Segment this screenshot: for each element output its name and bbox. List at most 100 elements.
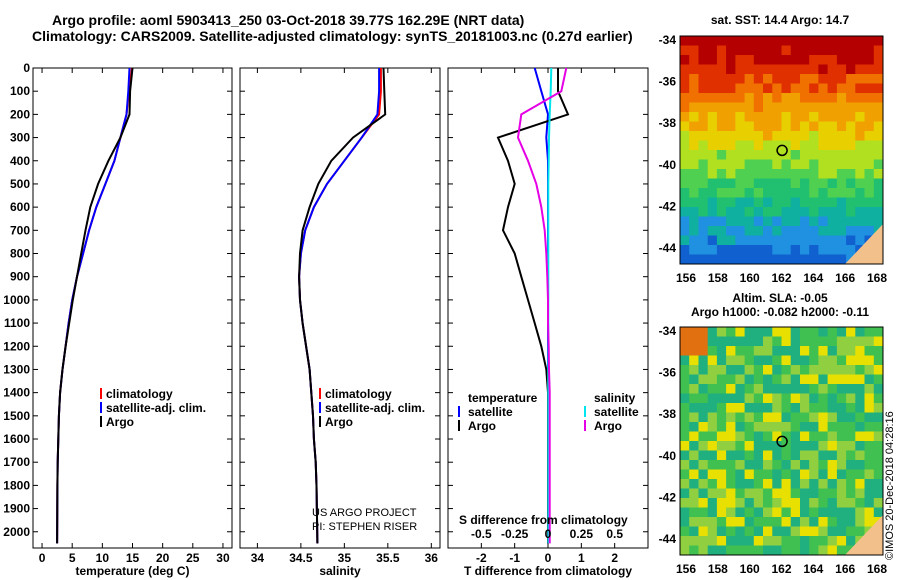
- map-x-tick-label: 166: [835, 562, 855, 576]
- map-cell-sst: [809, 226, 819, 236]
- legend-swatch: [458, 406, 460, 417]
- map-cell-sla: [707, 403, 718, 413]
- map-cell-sla: [846, 355, 856, 366]
- map-cell-sst: [698, 254, 709, 265]
- map-cell-sst: [680, 150, 690, 160]
- map-cell-sst: [864, 45, 875, 56]
- map-cell-sla: [772, 365, 782, 375]
- map-cell-sst: [772, 112, 782, 122]
- map-cell-sla: [873, 412, 884, 423]
- map-cell-sla: [716, 327, 727, 337]
- map-cell-sla: [772, 355, 782, 366]
- depth-tick-label: 400: [10, 154, 30, 168]
- map-cell-sla: [698, 517, 709, 527]
- map-cell-sla: [707, 536, 718, 546]
- map-cell-sst: [707, 245, 718, 255]
- map-cell-sst: [790, 226, 801, 236]
- map-cell-sst: [800, 102, 810, 113]
- map-cell-sla: [689, 346, 699, 356]
- map-cell-sla: [846, 479, 856, 489]
- map-cell-sla: [735, 460, 746, 470]
- map-cell-sst: [698, 83, 709, 94]
- legend-label: satellite: [594, 405, 639, 419]
- map-cell-sla: [716, 536, 727, 546]
- map-cell-sst: [864, 93, 875, 103]
- map-cell-sla: [790, 327, 801, 337]
- argo-position-marker: [776, 435, 788, 448]
- map-cell-sst: [753, 226, 764, 236]
- map-cell-sst: [809, 36, 819, 46]
- map-cell-sst: [800, 140, 810, 151]
- map-cell-sla: [772, 422, 782, 432]
- map-cell-sst: [744, 64, 755, 75]
- map-cell-sla: [809, 441, 819, 451]
- map-cell-sla: [680, 488, 690, 499]
- map-cell-sla: [873, 384, 884, 394]
- map-cell-sla: [781, 412, 792, 423]
- legend-swatch: [319, 416, 321, 427]
- depth-tick-label: 0: [23, 61, 30, 75]
- map-cell-sst: [781, 188, 792, 198]
- map-cell-sla: [763, 545, 773, 556]
- map-cell-sla: [698, 403, 709, 413]
- map-cell-sla: [800, 384, 810, 394]
- map-cell-sst: [846, 55, 856, 65]
- map-cell-sst: [790, 93, 801, 103]
- map-cell-sst: [680, 235, 690, 246]
- map-cell-sst: [735, 83, 746, 94]
- map-cell-sla: [855, 498, 865, 508]
- map-cell-sla: [680, 431, 690, 442]
- depth-tick-label: 1400: [3, 386, 30, 400]
- map-cell-sla: [698, 336, 709, 347]
- map-y-tick-label: -44: [659, 532, 677, 546]
- map-cell-sla: [689, 479, 699, 489]
- map-cell-sla: [707, 488, 718, 499]
- map-cell-sla: [827, 422, 838, 432]
- map-cell-sla: [698, 393, 709, 404]
- map-cell-sst: [735, 64, 746, 75]
- depth-tick-label: 1000: [3, 293, 30, 307]
- map-cell-sla: [800, 479, 810, 489]
- map-cell-sla: [716, 526, 727, 537]
- map-cell-sst: [744, 93, 755, 103]
- map-cell-sst: [698, 36, 709, 46]
- map-cell-sla: [689, 536, 699, 546]
- x-tick-label: 30: [216, 551, 230, 565]
- map-cell-sst: [836, 178, 847, 189]
- map-cell-sla: [744, 441, 755, 451]
- map-cell-sla: [772, 431, 782, 442]
- map-cell-sla: [744, 431, 755, 442]
- map-y-tick-label: -34: [659, 324, 677, 338]
- map-cell-sla: [707, 336, 718, 347]
- map-cell-sla: [680, 384, 690, 394]
- project-annotation: PI: STEPHEN RISER: [312, 521, 417, 533]
- map-cell-sla: [818, 384, 829, 394]
- map-cell-sla: [698, 526, 709, 537]
- map-cell-sla: [744, 412, 755, 423]
- map-cell-sla: [680, 441, 690, 451]
- map-cell-sst: [735, 207, 746, 217]
- map-cell-sla: [744, 384, 755, 394]
- map-cell-sst: [790, 83, 801, 94]
- map-cell-sla: [855, 526, 865, 537]
- map-cell-sst: [707, 216, 718, 227]
- map-cell-sst: [716, 226, 727, 236]
- map-y-tick-label: -34: [659, 33, 677, 47]
- map-cell-sla: [836, 517, 847, 527]
- map-cell-sst: [781, 226, 792, 236]
- map-cell-sla: [707, 545, 718, 556]
- map-cell-sst: [800, 36, 810, 46]
- map-x-tick-label: 164: [803, 562, 823, 576]
- map-cell-sst: [846, 83, 856, 94]
- map-cell-sla: [781, 479, 792, 489]
- depth-tick-label: 800: [10, 247, 30, 261]
- map-cell-sla: [698, 460, 709, 470]
- map-cell-sst: [689, 254, 699, 265]
- map-cell-sla: [855, 384, 865, 394]
- map-cell-sla: [873, 488, 884, 499]
- map-x-tick-label: 160: [740, 562, 760, 576]
- map-cell-sst: [726, 169, 736, 179]
- map-cell-sla: [689, 517, 699, 527]
- map-cell-sst: [818, 188, 829, 198]
- map-cell-sla: [689, 384, 699, 394]
